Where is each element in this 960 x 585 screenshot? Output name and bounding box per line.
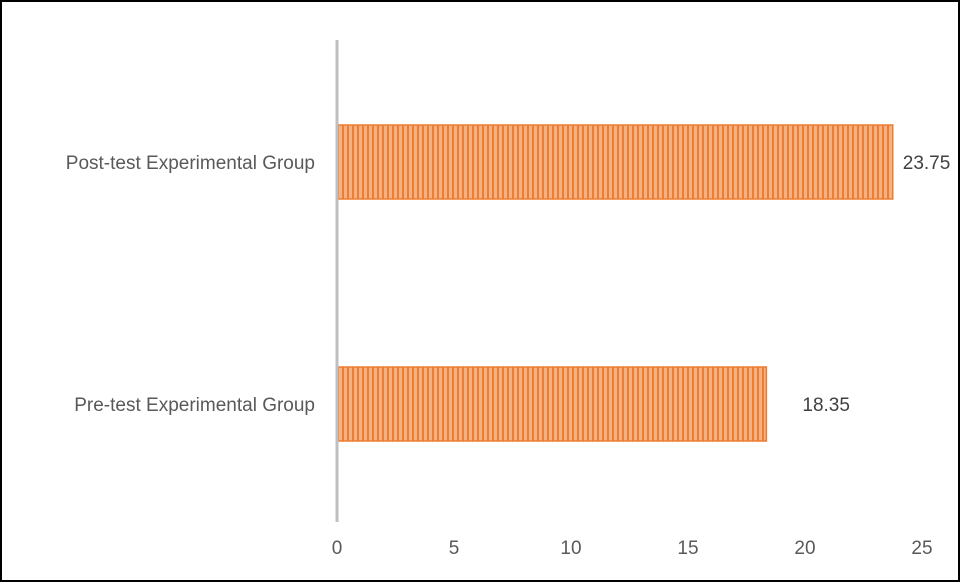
x-tick-label: 25: [911, 538, 932, 559]
category-labels: Pre-test Experimental Group Post-test Exp…: [66, 153, 315, 416]
data-label-pre-test: 18.35: [802, 395, 850, 416]
x-tick-label: 5: [449, 538, 460, 559]
bars-layer: [336, 124, 894, 442]
bar-post-test: [336, 124, 894, 200]
category-label-pre-test: Pre-test Experimental Group: [74, 395, 315, 416]
x-tick-label: 15: [677, 538, 698, 559]
category-label-post-test: Post-test Experimental Group: [66, 153, 315, 174]
x-tick-label: 20: [794, 538, 815, 559]
x-tick-label: 10: [560, 538, 581, 559]
data-label-post-test: 23.75: [903, 153, 951, 174]
x-tick-label: 0: [332, 538, 343, 559]
bar-pre-test: [336, 366, 768, 442]
data-labels: 18.35 23.75: [802, 153, 950, 416]
x-tick-labels: 0 5 10 15 20 25: [332, 538, 933, 559]
